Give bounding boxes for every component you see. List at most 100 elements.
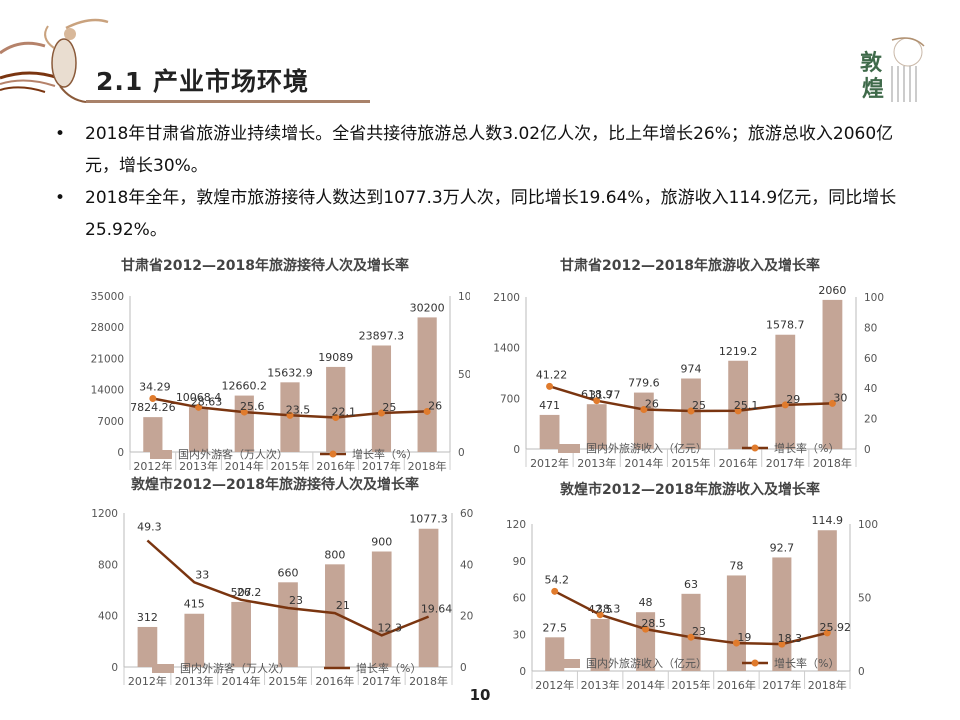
chart-gansu-visitors: 甘肃省2012—2018年旅游接待人次及增长率 0 7000 14000 21000 28… bbox=[91, 257, 470, 472]
line-data-label: 23.5 bbox=[286, 403, 311, 416]
apsara-logo-left bbox=[0, 18, 109, 103]
line-marker bbox=[642, 625, 650, 633]
legend-line-marker bbox=[751, 444, 759, 452]
line-data-label: 21 bbox=[336, 599, 350, 612]
line-data-label: 25.92 bbox=[820, 621, 852, 634]
y-tick-label: 0 bbox=[513, 444, 520, 456]
line-data-label: 29 bbox=[786, 393, 800, 406]
bullet-item: • 2018年全年，敦煌市旅游接待人数达到1077.3万人次，同比增长19.64… bbox=[55, 182, 905, 246]
x-tick-label: 2015年 bbox=[672, 678, 711, 690]
line-marker bbox=[332, 414, 340, 422]
y2-tick-label: 80 bbox=[864, 322, 877, 334]
y-tick-label: 90 bbox=[513, 556, 526, 568]
y-tick-label: 2100 bbox=[493, 292, 520, 304]
x-tick-label: 2012年 bbox=[535, 678, 574, 690]
logo-char-1: 敦 bbox=[860, 50, 883, 76]
bar-data-label: 10068.4 bbox=[176, 391, 222, 404]
bar bbox=[772, 557, 792, 671]
y2-tick-label: 50 bbox=[458, 369, 470, 381]
y-tick-label: 120 bbox=[506, 519, 526, 531]
y-tick-label: 7000 bbox=[97, 416, 124, 428]
line-data-label: 54.2 bbox=[544, 573, 569, 586]
x-tick-label: 2017年 bbox=[766, 456, 805, 470]
x-tick-label: 2016年 bbox=[315, 674, 354, 688]
y-tick-label: 60 bbox=[513, 593, 526, 605]
bar-data-label: 7824.26 bbox=[130, 401, 176, 414]
bar-data-label: 779.6 bbox=[628, 377, 660, 390]
bar bbox=[278, 582, 298, 667]
line-data-label: 25 bbox=[382, 401, 396, 414]
line-marker bbox=[423, 407, 431, 415]
x-tick-label: 2015年 bbox=[271, 459, 310, 472]
line-marker bbox=[687, 633, 695, 641]
bar bbox=[775, 334, 796, 449]
bar bbox=[184, 613, 205, 667]
line-data-label: 41.22 bbox=[536, 368, 568, 381]
bar-data-label: 660 bbox=[278, 566, 299, 579]
bullet-item: • 2018年甘肃省旅游业持续增长。全省共接待旅游总人数3.02亿人次，比上年增… bbox=[55, 118, 905, 182]
y-tick-label: 0 bbox=[117, 447, 124, 459]
bar bbox=[633, 392, 654, 449]
line-data-label: 33 bbox=[195, 568, 209, 581]
bar bbox=[590, 618, 610, 671]
legend-line-marker bbox=[329, 450, 337, 458]
line-marker bbox=[377, 409, 385, 417]
x-tick-label: 2014年 bbox=[225, 459, 264, 472]
bar-data-label: 1219.2 bbox=[719, 345, 758, 358]
line-data-label: 18.3 bbox=[778, 632, 803, 645]
chart-title: 敦煌市2012—2018年旅游接待人次及增长率 bbox=[131, 476, 419, 493]
x-tick-label: 2016年 bbox=[316, 459, 355, 472]
line-data-label: 22.1 bbox=[331, 406, 356, 419]
y-tick-label: 14000 bbox=[91, 385, 124, 397]
x-tick-label: 2014年 bbox=[624, 456, 663, 470]
bar bbox=[681, 593, 701, 671]
line-data-label: 19.64 bbox=[421, 603, 453, 616]
line-data-label: 25.1 bbox=[734, 399, 759, 412]
y-tick-label: 30 bbox=[513, 629, 526, 641]
y-tick-label: 28000 bbox=[91, 322, 124, 334]
logo-char-2: 煌 bbox=[862, 76, 884, 102]
page-title: 2.1 产业市场环境 bbox=[96, 67, 309, 96]
bar bbox=[137, 626, 158, 667]
y2-tick-label: 100 bbox=[458, 291, 470, 303]
line-data-label: 28.63 bbox=[191, 395, 223, 408]
y-tick-label: 1400 bbox=[493, 343, 520, 355]
line-marker bbox=[195, 403, 203, 411]
bar-data-label: 27.5 bbox=[542, 621, 567, 634]
y-tick-label: 0 bbox=[111, 662, 118, 674]
bar-data-label: 12660.2 bbox=[222, 380, 267, 393]
x-tick-label: 2014年 bbox=[626, 678, 665, 690]
chart-dunhuang-visitors: 敦煌市2012—2018年旅游接待人次及增长率 0 400 800 1200 0 20 40 6… bbox=[91, 476, 473, 688]
bullet-dot: • bbox=[55, 188, 66, 208]
y-tick-label: 800 bbox=[98, 559, 118, 571]
line-marker bbox=[781, 401, 789, 409]
y2-tick-label: 40 bbox=[864, 383, 877, 395]
bar-data-label: 48 bbox=[639, 596, 653, 609]
line-data-label: 23 bbox=[692, 625, 706, 638]
legend-line-label: 增长率（%） bbox=[356, 661, 421, 675]
line-data-label: 23 bbox=[289, 594, 303, 607]
bar-data-label: 312 bbox=[137, 611, 158, 624]
bar-data-label: 1578.7 bbox=[766, 319, 805, 332]
legend-bar-swatch bbox=[150, 450, 172, 459]
bar-data-label: 974 bbox=[681, 363, 702, 376]
bar-data-label: 92.7 bbox=[770, 541, 795, 554]
y2-tick-label: 0 bbox=[460, 662, 467, 674]
x-tick-label: 2017年 bbox=[362, 459, 401, 472]
bar-data-label: 30200 bbox=[410, 301, 445, 314]
legend-bar-label: 国内外游客（万人次） bbox=[178, 447, 288, 461]
x-tick-label: 2015年 bbox=[269, 674, 308, 688]
y2-tick-label: 50 bbox=[858, 593, 871, 605]
line-marker bbox=[640, 405, 648, 413]
bar bbox=[726, 575, 746, 671]
line-marker bbox=[551, 587, 559, 595]
y2-tick-label: 60 bbox=[460, 508, 473, 520]
y-tick-label: 0 bbox=[519, 666, 526, 678]
y-tick-label: 700 bbox=[500, 393, 520, 405]
line-data-label: 34.29 bbox=[139, 381, 171, 394]
bar bbox=[143, 417, 163, 452]
x-tick-label: 2017年 bbox=[762, 678, 801, 690]
legend-bar-label: 国内外旅游收入（亿元） bbox=[586, 656, 707, 670]
bar-data-label: 19089 bbox=[318, 351, 353, 364]
x-tick-label: 2012年 bbox=[133, 459, 172, 472]
